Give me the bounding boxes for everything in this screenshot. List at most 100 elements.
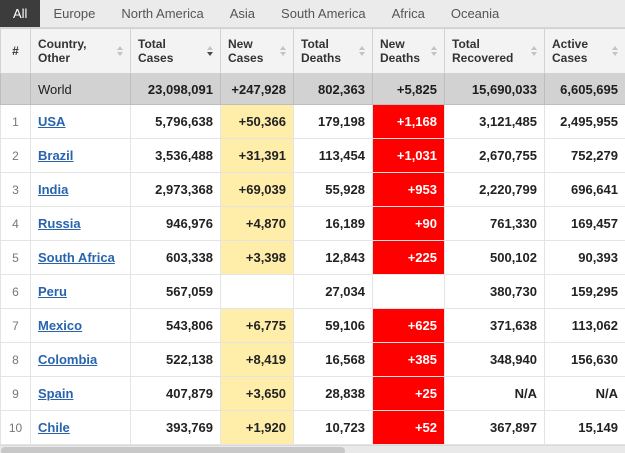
total-deaths-cell: 16,189 [293,206,373,241]
column-header-total-cases[interactable]: Total Cases [130,28,221,74]
total-deaths-cell: 802,363 [293,73,373,105]
sort-icon[interactable] [359,46,365,56]
country-row-brazil: 2 Brazil 3,536,488 +31,391 113,454 +1,031 2,67… [0,138,625,173]
tab-europe[interactable]: Europe [53,6,96,21]
country-link[interactable]: Mexico [38,318,83,333]
total-cases-cell: 393,769 [130,410,221,445]
sort-icon[interactable] [531,46,537,56]
rank-cell: 5 [0,240,31,275]
horizontal-scrollbar[interactable] [0,445,625,453]
scrollbar-thumb[interactable] [1,447,345,453]
active-cases-cell: 90,393 [544,240,625,275]
total-recovered-cell: 371,638 [444,308,545,343]
country-link[interactable]: Russia [38,216,81,231]
new-deaths-cell [372,274,445,309]
rank-cell: 6 [0,274,31,309]
new-deaths-cell: +25 [372,376,445,411]
country-link[interactable]: Brazil [38,148,74,163]
sort-icon[interactable] [280,46,286,56]
column-label: New Deaths [380,37,421,65]
column-label: Active Cases [552,37,589,65]
sort-icon[interactable] [431,46,437,56]
rank-cell: 8 [0,342,31,377]
country-link[interactable]: India [38,182,69,197]
total-recovered-cell: N/A [444,376,545,411]
country-link[interactable]: Spain [38,386,74,401]
country-link[interactable]: USA [38,114,66,129]
column-label: Total Deaths [301,37,342,65]
rank-cell: 7 [0,308,31,343]
column-header-total-recovered[interactable]: Total Recovered [444,28,545,74]
column-header-inner: Total Deaths [301,30,365,73]
country-row-india: 3 India 2,973,368 +69,039 55,928 +953 2,220,79… [0,172,625,207]
rank-cell: 3 [0,172,31,207]
table-header-row: # Country, Other Total Cases New Cases Total… [0,28,625,74]
country-cell: Brazil [30,138,131,173]
sort-asc-arrow-icon [531,46,537,50]
column-header-new-deaths[interactable]: New Deaths [372,28,445,74]
country-row-russia: 4 Russia 946,976 +4,870 16,189 +90 761,330 169,… [0,206,625,241]
total-recovered-cell: 2,670,755 [444,138,545,173]
region-tabs: All Europe North America Asia South America A… [0,0,625,28]
column-header-inner: Country, Other [38,30,123,73]
tab-north-america[interactable]: North America [121,6,204,21]
new-deaths-cell: +1,168 [372,104,445,139]
country-link[interactable]: Peru [38,284,67,299]
sort-icon[interactable] [612,46,618,56]
tab-south-america[interactable]: South America [281,6,366,21]
total-cases-cell: 23,098,091 [130,73,221,105]
country-cell: USA [30,104,131,139]
new-deaths-cell: +953 [372,172,445,207]
sort-icon[interactable] [207,46,213,56]
tab-asia[interactable]: Asia [229,6,256,21]
total-cases-cell: 567,059 [130,274,221,309]
total-cases-cell: 3,536,488 [130,138,221,173]
column-header-inner: Total Cases [138,30,213,73]
world-row: World 23,098,091 +247,928 802,363 +5,825 15,6… [0,73,625,105]
sort-desc-arrow-icon [531,52,537,56]
tab-all[interactable]: All [0,0,41,27]
column-header-country[interactable]: Country, Other [30,28,131,74]
total-deaths-cell: 59,106 [293,308,373,343]
active-cases-cell: 15,149 [544,410,625,445]
rank-cell: 10 [0,410,31,445]
column-header-active-cases[interactable]: Active Cases [544,28,625,74]
country-row-spain: 9 Spain 407,879 +3,650 28,838 +25 N/A N/A [0,376,625,411]
country-cell: Spain [30,376,131,411]
column-label: Total Cases [138,37,174,65]
new-deaths-cell: +385 [372,342,445,377]
rank-cell: 1 [0,104,31,139]
rank-cell: 4 [0,206,31,241]
total-cases-cell: 5,796,638 [130,104,221,139]
active-cases-cell: 2,495,955 [544,104,625,139]
country-link[interactable]: South Africa [38,250,115,265]
country-row-south-africa: 5 South Africa 603,338 +3,398 12,843 +225 500,… [0,240,625,275]
sort-asc-arrow-icon [359,46,365,50]
total-deaths-cell: 16,568 [293,342,373,377]
country-row-peru: 6 Peru 567,059 27,034 380,730 159,295 [0,274,625,309]
column-header-new-cases[interactable]: New Cases [220,28,294,74]
tab-oceania[interactable]: Oceania [450,6,500,21]
column-label: # [12,44,19,58]
column-header-total-deaths[interactable]: Total Deaths [293,28,373,74]
new-cases-cell: +31,391 [220,138,294,173]
total-deaths-cell: 12,843 [293,240,373,275]
country-link[interactable]: Colombia [38,352,98,367]
new-cases-cell: +3,398 [220,240,294,275]
tab-africa[interactable]: Africa [391,6,425,21]
column-header-rank: # [0,28,31,74]
sort-icon[interactable] [117,46,123,56]
sort-asc-arrow-icon [207,46,213,50]
column-label: Total Recovered [452,37,514,65]
total-cases-cell: 543,806 [130,308,221,343]
country-link[interactable]: Chile [38,420,70,435]
sort-desc-arrow-icon [359,52,365,56]
total-deaths-cell: 113,454 [293,138,373,173]
sort-asc-arrow-icon [612,46,618,50]
new-cases-cell [220,274,294,309]
country-row-chile: 10 Chile 393,769 +1,920 10,723 +52 367,897 15,1… [0,410,625,445]
total-recovered-cell: 380,730 [444,274,545,309]
total-recovered-cell: 761,330 [444,206,545,241]
country-cell: Mexico [30,308,131,343]
